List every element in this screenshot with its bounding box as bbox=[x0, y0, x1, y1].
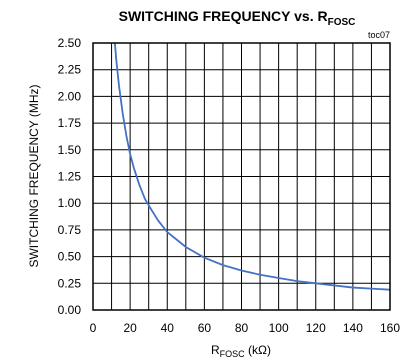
x-tick-label: 60 bbox=[198, 321, 212, 335]
series-line bbox=[114, 42, 391, 291]
y-tick-label: 1.75 bbox=[58, 116, 82, 130]
x-tick-label: 0 bbox=[90, 321, 97, 335]
y-tick-label: 2.00 bbox=[58, 89, 82, 103]
y-tick-label: 0.50 bbox=[58, 250, 82, 264]
y-tick-label: 1.00 bbox=[58, 196, 82, 210]
x-tick-label: 140 bbox=[343, 321, 363, 335]
x-axis-label: RFOSC (kΩ) bbox=[211, 343, 271, 359]
plot-frame bbox=[92, 42, 391, 311]
chart-title: SWITCHING FREQUENCY vs. RFOSC bbox=[119, 8, 356, 28]
x-axis-label-main: R bbox=[211, 343, 220, 357]
y-tick-label: 2.50 bbox=[58, 36, 82, 50]
x-axis-label-subscript: FOSC bbox=[220, 349, 246, 359]
chart-title-subscript: FOSC bbox=[328, 17, 356, 28]
y-tick-label: 0.00 bbox=[58, 303, 82, 317]
x-tick-label: 160 bbox=[380, 321, 400, 335]
y-tick-label: 1.50 bbox=[58, 143, 82, 157]
x-tick-label: 20 bbox=[123, 321, 137, 335]
y-tick-label: 0.75 bbox=[58, 223, 82, 237]
y-axis-label: SWITCHING FREQUENCY (MHz) bbox=[27, 84, 41, 267]
x-tick-label: 40 bbox=[161, 321, 175, 335]
chart-title-main: SWITCHING FREQUENCY vs. R bbox=[119, 8, 328, 24]
x-tick-label: 120 bbox=[306, 321, 326, 335]
y-tick-label: 2.25 bbox=[58, 63, 82, 77]
y-tick-label: 1.25 bbox=[58, 170, 82, 184]
x-tick-label: 80 bbox=[235, 321, 249, 335]
y-tick-label: 0.25 bbox=[58, 276, 82, 290]
x-tick-label: 100 bbox=[269, 321, 289, 335]
tick-labels: 0 20 40 60 80 100 120 140 160 0.00 0.25 0.50 0.75 1.0… bbox=[58, 36, 401, 335]
chart-note: toc07 bbox=[368, 30, 390, 40]
x-axis-label-unit: (kΩ) bbox=[245, 343, 271, 357]
series-layer bbox=[114, 42, 391, 291]
